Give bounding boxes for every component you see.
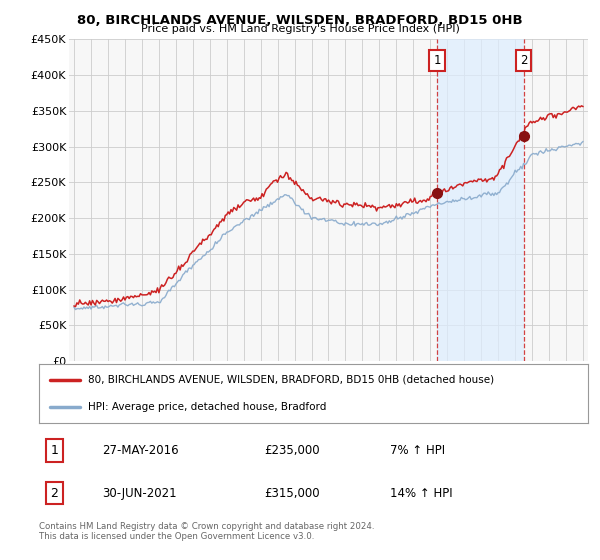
Text: HPI: Average price, detached house, Bradford: HPI: Average price, detached house, Brad… xyxy=(88,402,327,412)
Text: 2: 2 xyxy=(50,487,58,500)
Text: 1: 1 xyxy=(433,54,441,67)
Text: 80, BIRCHLANDS AVENUE, WILSDEN, BRADFORD, BD15 0HB: 80, BIRCHLANDS AVENUE, WILSDEN, BRADFORD… xyxy=(77,14,523,27)
Bar xyxy=(437,39,524,361)
Text: Contains HM Land Registry data © Crown copyright and database right 2024.
This d: Contains HM Land Registry data © Crown c… xyxy=(39,522,374,542)
Text: £235,000: £235,000 xyxy=(264,444,320,457)
Text: 27-MAY-2016: 27-MAY-2016 xyxy=(102,444,179,457)
Text: 80, BIRCHLANDS AVENUE, WILSDEN, BRADFORD, BD15 0HB (detached house): 80, BIRCHLANDS AVENUE, WILSDEN, BRADFORD… xyxy=(88,375,494,385)
Text: 1: 1 xyxy=(50,444,58,457)
Text: 7% ↑ HPI: 7% ↑ HPI xyxy=(391,444,445,457)
Text: £315,000: £315,000 xyxy=(264,487,320,500)
Text: 2: 2 xyxy=(520,54,527,67)
Text: 30-JUN-2021: 30-JUN-2021 xyxy=(102,487,177,500)
Text: Price paid vs. HM Land Registry's House Price Index (HPI): Price paid vs. HM Land Registry's House … xyxy=(140,24,460,34)
Text: 14% ↑ HPI: 14% ↑ HPI xyxy=(391,487,453,500)
